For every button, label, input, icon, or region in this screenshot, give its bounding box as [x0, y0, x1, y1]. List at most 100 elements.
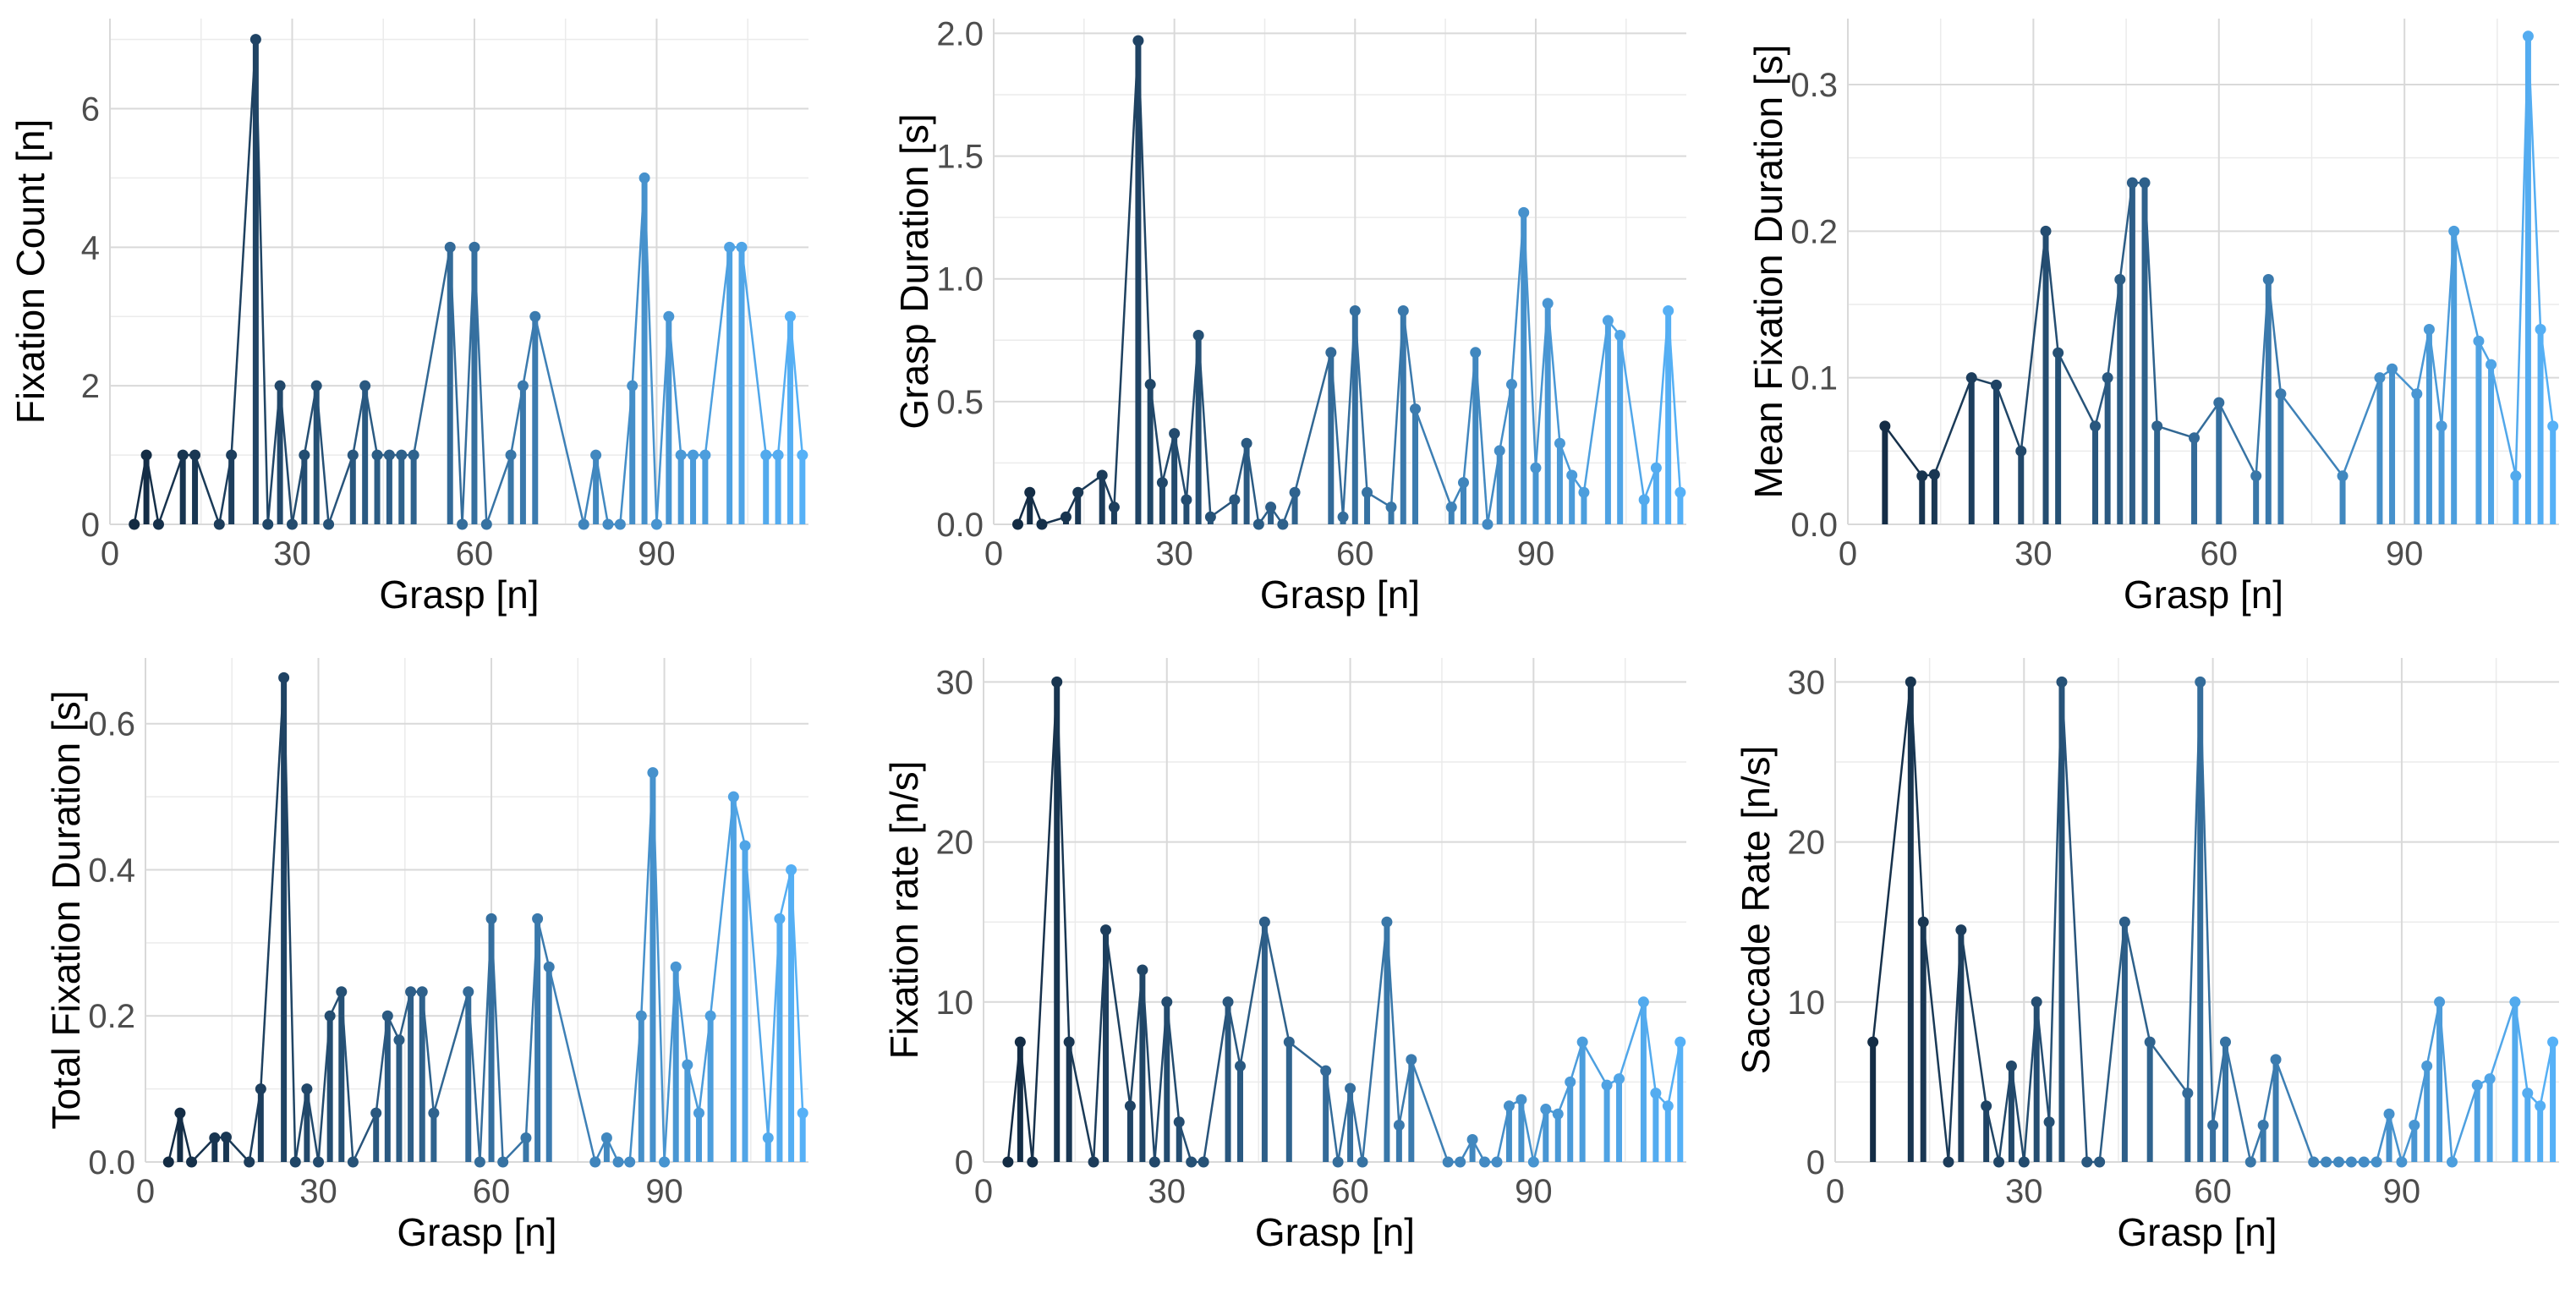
- x-axis-title: Grasp [n]: [1260, 573, 1420, 617]
- x-tick-label: 0: [136, 1173, 155, 1210]
- data-line-segment: [218, 454, 233, 525]
- data-point: [724, 241, 736, 253]
- data-point: [2031, 996, 2042, 1008]
- y-tick-label: 0.6: [88, 706, 135, 743]
- data-point: [2510, 470, 2522, 482]
- data-point: [1916, 470, 1928, 482]
- data-point: [2535, 323, 2546, 335]
- data-point: [1258, 916, 1270, 928]
- data-point: [624, 1156, 636, 1168]
- data-point: [1192, 329, 1204, 341]
- data-point: [1014, 1036, 1026, 1048]
- data-line-segment: [1055, 682, 1071, 1043]
- data-point: [2040, 225, 2052, 237]
- data-line-segment: [2143, 183, 2158, 426]
- data-point: [1515, 1093, 1527, 1105]
- data-point: [301, 1083, 313, 1095]
- data-line-segment: [1522, 212, 1537, 469]
- data-line-segment: [1667, 310, 1682, 493]
- data-line-segment: [2047, 682, 2064, 1122]
- data-line-segment: [1245, 443, 1260, 525]
- data-point: [2411, 388, 2423, 400]
- data-line-segment: [1281, 491, 1296, 525]
- data-point: [1470, 347, 1482, 359]
- data-point: [1879, 420, 1891, 432]
- data-line-segment: [1667, 1041, 1682, 1107]
- data-line-segment: [157, 454, 184, 525]
- data-point: [600, 1132, 612, 1143]
- data-line-segment: [479, 918, 493, 1163]
- data-line-segment: [509, 385, 524, 456]
- data-line-segment: [1998, 1066, 2013, 1163]
- data-point: [1063, 1036, 1075, 1048]
- data-point: [2484, 1073, 2496, 1085]
- data-line-segment: [1293, 352, 1333, 493]
- data-line-segment: [1092, 929, 1107, 1163]
- data-point: [393, 1034, 405, 1046]
- data-point: [1530, 462, 1542, 474]
- y-axis-title: Saccade Rate [n/s]: [1734, 746, 1778, 1075]
- data-line-segment: [2438, 1001, 2453, 1163]
- data-point: [2144, 1036, 2156, 1048]
- data-line-segment: [1185, 335, 1200, 501]
- data-point: [2448, 225, 2460, 237]
- data-line-segment: [1226, 1001, 1241, 1066]
- data-line-segment: [643, 178, 658, 525]
- y-tick-label: 30: [1788, 664, 1826, 701]
- data-line-segment: [340, 991, 354, 1163]
- data-line-segment: [640, 772, 655, 1017]
- y-axis-title: Fixation Count [n]: [8, 119, 52, 425]
- data-line-segment: [1474, 352, 1489, 525]
- data-line-segment: [501, 1137, 527, 1163]
- data-line-segment: [2106, 279, 2122, 378]
- data-point: [2396, 1156, 2408, 1168]
- x-tick-label: 30: [2014, 535, 2053, 573]
- y-axis-title: Fixation rate [n/s]: [882, 761, 926, 1060]
- data-point: [2005, 1060, 2017, 1072]
- data-line-segment: [1354, 310, 1368, 493]
- data-point: [1614, 329, 1626, 341]
- data-point: [1442, 1156, 1454, 1168]
- data-point: [2015, 445, 2027, 457]
- x-axis-title: Grasp [n]: [1255, 1210, 1415, 1254]
- data-line-segment: [2250, 1125, 2265, 1163]
- data-line-segment: [704, 247, 731, 456]
- data-point: [1108, 502, 1120, 513]
- data-line-segment: [315, 386, 330, 525]
- data-point: [480, 518, 492, 530]
- data-line-segment: [1532, 1109, 1548, 1163]
- data-point: [2213, 397, 2225, 408]
- data-point: [1867, 1036, 1879, 1048]
- x-tick-label: 90: [638, 535, 676, 573]
- data-point: [2522, 30, 2534, 42]
- data-point: [1124, 1100, 1136, 1112]
- data-point: [408, 449, 419, 461]
- data-point: [249, 34, 261, 46]
- data-point: [1955, 924, 1967, 936]
- data-point: [1088, 1156, 1099, 1168]
- data-line-segment: [674, 967, 689, 1066]
- data-line-segment: [740, 247, 767, 456]
- y-tick-label: 0.4: [88, 852, 135, 889]
- data-line-segment: [1148, 384, 1164, 483]
- data-point: [1345, 1082, 1357, 1094]
- data-point: [2270, 1054, 2282, 1066]
- data-line-segment: [317, 1016, 332, 1163]
- data-line-segment: [1101, 474, 1115, 508]
- data-point: [1928, 469, 1940, 480]
- data-point: [699, 449, 711, 461]
- data-line-segment: [467, 991, 481, 1163]
- chart-panel-6: 0 30 60 90 0 10 20 30 Grasp [n] Saccade Rate [n/s…: [1734, 658, 2559, 1254]
- data-line-segment: [1129, 969, 1144, 1106]
- data-point: [1917, 916, 1929, 928]
- data-point: [739, 840, 751, 852]
- data-point: [1148, 1156, 1160, 1168]
- data-line-segment: [1031, 682, 1058, 1163]
- data-point: [416, 986, 428, 998]
- x-tick-label: 90: [2383, 1173, 2421, 1210]
- data-point: [299, 449, 310, 461]
- data-line-segment: [2488, 1001, 2517, 1080]
- y-tick-label: 4: [81, 229, 100, 266]
- data-line-segment: [485, 454, 512, 525]
- data-point: [2018, 1156, 2030, 1168]
